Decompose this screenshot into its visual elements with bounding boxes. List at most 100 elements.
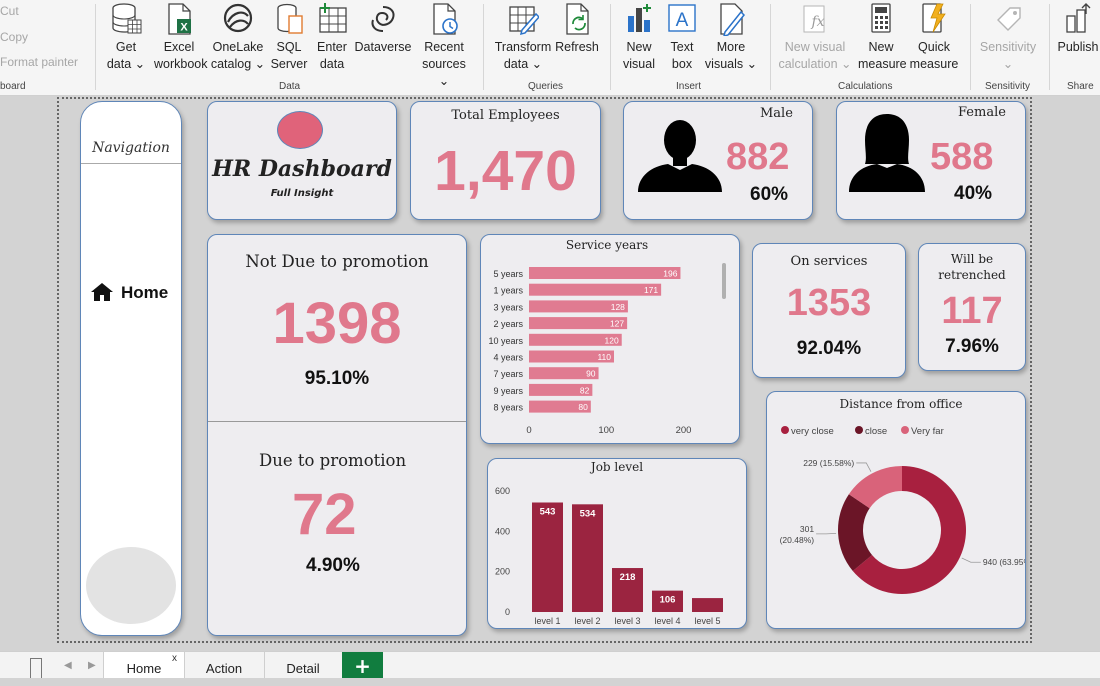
tab-home[interactable]: Home x — [103, 652, 185, 678]
sensitivity-icon — [997, 7, 1021, 31]
job-level-bar[interactable] — [572, 504, 603, 612]
excel-label: Excel — [163, 40, 195, 54]
new-measure-button[interactable]: New measure — [858, 2, 907, 73]
home-nav-button[interactable]: Home — [90, 282, 180, 304]
job-level-bar[interactable] — [612, 568, 643, 612]
calculations-group-label: Calculations — [838, 81, 893, 92]
tab-detail[interactable]: Detail — [286, 661, 320, 676]
ribbon: Cut Copy Format painter board Get data ⌄ … — [0, 0, 1100, 96]
legend-label[interactable]: close — [865, 426, 887, 437]
donut-data-label: 301 — [800, 524, 814, 534]
transform-label-2: data ⌄ — [503, 57, 543, 71]
service-years-bar[interactable] — [529, 400, 591, 413]
tab-prev-icon[interactable]: ◀ — [64, 660, 72, 671]
legend-label[interactable]: very close — [791, 426, 834, 437]
sql-label: SQL — [276, 40, 302, 54]
service-years-category-label: 3 years — [493, 302, 523, 312]
quick-measure-button[interactable]: Quick measure — [908, 2, 960, 73]
ribbon-separator — [1049, 4, 1050, 90]
service-years-bar[interactable] — [529, 300, 628, 313]
male-label: Male — [760, 106, 793, 121]
service-years-data-label: 171 — [644, 285, 658, 295]
navigation-title: Navigation — [92, 140, 170, 156]
tab-action[interactable]: Action — [184, 652, 265, 678]
due-promotion-label: Due to promotion — [259, 451, 407, 470]
navigation-panel: Navigation Home — [80, 101, 182, 636]
service-years-bar[interactable] — [529, 383, 593, 396]
add-page-button[interactable]: + — [342, 652, 383, 678]
dataverse-button[interactable]: Dataverse — [354, 2, 412, 56]
quick-measure-label-2: measure — [909, 57, 959, 71]
female-card: Female 588 40% — [836, 101, 1026, 220]
on-services-card: On services 1353 92.04% — [752, 243, 906, 378]
format-painter-button[interactable]: Format painter — [0, 55, 79, 69]
tab-next-icon[interactable]: ▶ — [88, 660, 96, 671]
more-visuals-button[interactable]: More visuals ⌄ — [704, 2, 758, 73]
donut-slice[interactable] — [838, 494, 873, 571]
refresh-label: Refresh — [555, 40, 599, 54]
service-years-category-label: 4 years — [493, 353, 523, 363]
clipboard-group-label: board — [0, 81, 26, 92]
distance-card: Distance from office very close close Very… — [766, 391, 1026, 629]
donut-slice[interactable] — [852, 466, 966, 594]
mobile-layout-icon[interactable] — [30, 658, 42, 678]
excel-workbook-button[interactable]: X Excel workbook — [154, 2, 208, 73]
ribbon-separator — [970, 4, 971, 90]
recent-sources-button[interactable]: Recent sources ⌄ — [416, 2, 472, 90]
ribbon-separator — [610, 4, 611, 90]
publish-label: Publish — [1057, 40, 1099, 54]
job-level-bar[interactable] — [652, 590, 683, 612]
total-employees-card: Total Employees 1,470 — [410, 101, 601, 220]
close-icon[interactable]: x — [172, 653, 177, 664]
new-visual-button[interactable]: New visual — [618, 2, 660, 73]
service-years-bar[interactable] — [529, 350, 614, 363]
service-years-bar[interactable] — [529, 367, 599, 380]
transform-data-button[interactable]: Transform data ⌄ — [492, 2, 554, 73]
donut-leader-line — [961, 557, 981, 563]
service-years-bar[interactable] — [529, 333, 622, 346]
refresh-button[interactable]: Refresh — [554, 2, 600, 56]
job-level-x-label: level 2 — [574, 616, 600, 626]
chart-scrollbar[interactable] — [722, 263, 726, 299]
tab-home-label: Home — [126, 661, 162, 676]
sql-server-button[interactable]: SQL Server — [270, 2, 308, 73]
job-level-y-tick: 400 — [495, 526, 510, 536]
text-box-button[interactable]: A Text box — [664, 2, 700, 73]
cut-button[interactable]: Cut — [0, 4, 19, 18]
get-data-button[interactable]: Get data ⌄ — [104, 2, 148, 73]
service-years-category-label: 7 years — [493, 369, 523, 379]
donut-slice[interactable] — [848, 466, 902, 509]
service-years-category-label: 10 years — [488, 336, 523, 346]
job-level-y-tick: 600 — [495, 486, 510, 496]
job-level-data-label: 106 — [660, 595, 676, 606]
service-years-bar[interactable] — [529, 283, 662, 296]
service-years-bar[interactable] — [529, 267, 681, 279]
legend-label[interactable]: Very far — [911, 426, 944, 437]
report-canvas[interactable] — [57, 97, 1032, 643]
service-years-data-label: 90 — [586, 369, 596, 379]
refresh-icon — [566, 3, 589, 35]
onelake-label-2: catalog ⌄ — [210, 57, 266, 71]
onelake-catalog-button[interactable]: OneLake catalog ⌄ — [210, 2, 266, 73]
service-years-bar[interactable] — [529, 317, 628, 330]
service-years-x-tick: 100 — [598, 425, 614, 436]
job-level-card: Job level 0 200 400 600 543 level 1 534 level 2… — [487, 458, 747, 629]
job-level-bar[interactable] — [692, 598, 723, 612]
get-data-label-2: data ⌄ — [106, 57, 146, 71]
new-visual-calculation-button[interactable]: fx New visual calculation ⌄ — [778, 2, 852, 73]
enter-data-button[interactable]: Enter data — [312, 2, 352, 73]
dashboard-title: HR Dashboard — [212, 156, 392, 182]
retrenched-percent: 7.96% — [945, 336, 999, 357]
job-level-x-label: level 4 — [654, 616, 680, 626]
publish-button[interactable]: Publish — [1056, 2, 1100, 56]
excel-label-2: workbook — [154, 57, 208, 71]
copy-button[interactable]: Copy — [0, 30, 29, 44]
onelake-label: OneLake — [212, 40, 264, 54]
sensitivity-button[interactable]: Sensitivity ⌄ — [977, 2, 1039, 73]
job-level-bar[interactable] — [532, 502, 563, 612]
svg-text:X: X — [180, 22, 188, 34]
service-years-data-label: 120 — [605, 335, 619, 345]
data-group-label: Data — [279, 81, 301, 92]
female-silhouette-icon — [849, 114, 925, 192]
retrenched-value: 117 — [941, 290, 1003, 332]
